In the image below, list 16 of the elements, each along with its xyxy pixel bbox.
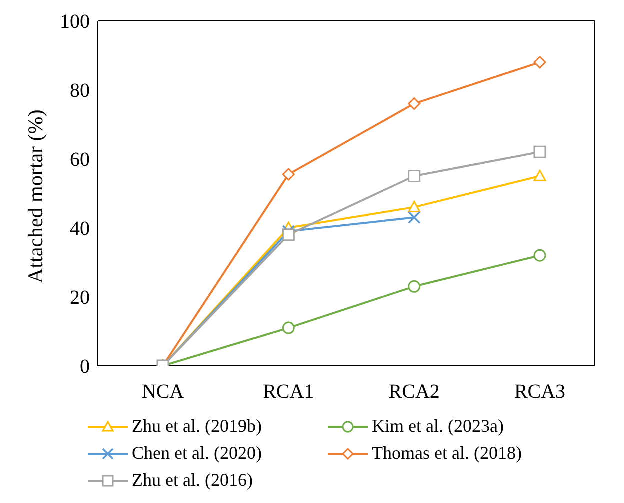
x-tick-label: NCA <box>142 381 185 404</box>
legend-label: Zhu et al. (2016) <box>132 470 253 491</box>
y-tick-label: 20 <box>70 287 90 310</box>
legend-label: Thomas et al. (2018) <box>372 443 522 464</box>
y-tick-label: 100 <box>60 11 90 34</box>
y-tick-label: 40 <box>70 218 90 240</box>
x-tick-label: RCA1 <box>263 381 314 404</box>
y-tick-label: 0 <box>80 356 90 378</box>
legend-label: Zhu et al. (2019b) <box>132 416 262 437</box>
y-tick-label: 60 <box>70 149 90 172</box>
legend-label: Chen et al. (2020) <box>132 443 262 464</box>
y-axis-title: Attached mortar (%) <box>23 110 48 284</box>
legend-label: Kim et al. (2023a) <box>372 416 504 437</box>
x-tick-label: RCA3 <box>514 381 566 404</box>
x-tick-label: RCA2 <box>388 381 440 404</box>
y-tick-label: 80 <box>70 80 90 102</box>
